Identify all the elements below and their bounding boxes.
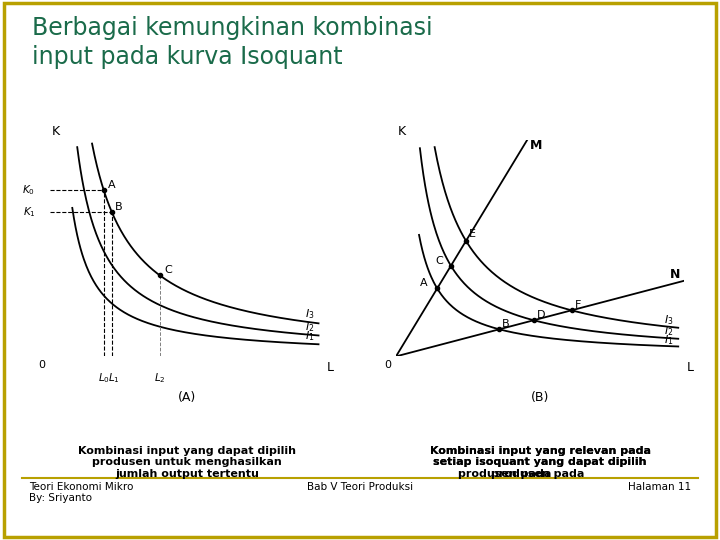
Text: $I_2$: $I_2$ [305,320,314,334]
Text: C: C [164,265,171,275]
Text: C: C [435,255,443,266]
Text: $L_1$: $L_1$ [108,372,120,386]
Text: D: D [536,310,545,320]
Text: E: E [469,228,476,239]
Text: Kombinasi input yang relevan pada
setiap isoquant yang dapat dipilih
produsen pa: Kombinasi input yang relevan pada setiap… [430,446,650,478]
Text: 0: 0 [384,360,391,370]
Text: 0: 0 [39,360,45,370]
Text: $K_0$: $K_0$ [22,184,35,197]
Text: B: B [502,319,510,329]
Text: Halaman 11: Halaman 11 [628,482,691,492]
Text: $I_3$: $I_3$ [305,307,315,321]
Text: (A): (A) [178,391,197,404]
Text: $L_0$: $L_0$ [98,372,109,386]
Text: Berbagai kemungkinan kombinasi
input pada kurva Isoquant: Berbagai kemungkinan kombinasi input pad… [32,16,433,69]
Text: L: L [327,361,334,374]
Text: Kombinasi input yang relevan pada
setiap isoquant yang dapat dipilih
produsen pa: Kombinasi input yang relevan pada setiap… [430,446,650,478]
Text: B: B [114,202,122,212]
Text: $L_2$: $L_2$ [154,372,166,386]
Text: K: K [52,125,60,138]
Text: N: N [670,268,680,281]
Text: $I_1$: $I_1$ [305,329,315,343]
Text: Kombinasi input yang dapat dipilih
produsen untuk menghasilkan
jumlah output ter: Kombinasi input yang dapat dipilih produ… [78,446,296,478]
Text: $I_3$: $I_3$ [664,313,673,327]
Text: $I_2$: $I_2$ [664,325,673,339]
Text: F: F [575,300,581,310]
Text: A: A [108,180,115,190]
Text: K: K [397,125,406,138]
Text: A: A [420,278,428,288]
Text: $I_1$: $I_1$ [664,333,673,347]
Text: Bab V Teori Produksi: Bab V Teori Produksi [307,482,413,492]
Text: Teori Ekonomi Mikro
By: Sriyanto: Teori Ekonomi Mikro By: Sriyanto [29,482,133,503]
Text: (B): (B) [531,391,549,404]
Text: L: L [687,361,694,374]
Text: M: M [530,139,542,152]
Text: $K_1$: $K_1$ [22,206,35,219]
